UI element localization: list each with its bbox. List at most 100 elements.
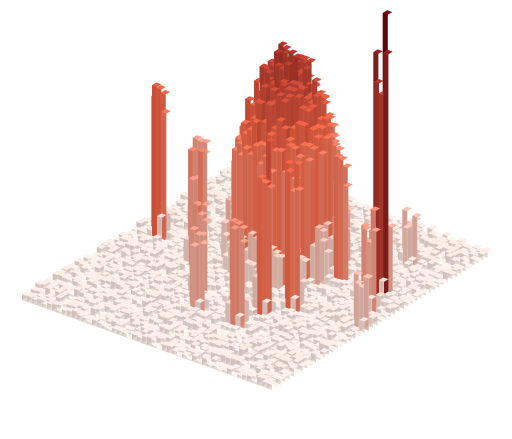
column-face-top: [128, 230, 138, 236]
column-face-top: [161, 109, 171, 114]
column-face-top: [88, 258, 98, 264]
column-face-top: [214, 195, 224, 200]
column-face-top: [387, 215, 397, 220]
column-face-side: [183, 235, 189, 264]
column-face-front: [148, 245, 154, 249]
column-face-top: [158, 243, 169, 249]
column-face-top: [301, 55, 311, 61]
column-face-top: [99, 260, 109, 266]
column-face-top: [136, 219, 146, 224]
column-face-top: [144, 247, 154, 252]
column-face-top: [108, 263, 118, 268]
column-face-top: [83, 254, 93, 259]
column-face-top: [124, 236, 134, 242]
column-face-top: [347, 196, 357, 202]
column-face-top: [131, 256, 142, 262]
column-face-top: [88, 254, 98, 260]
column-face-top: [89, 262, 99, 267]
column-face-top: [121, 248, 131, 253]
column-face-top: [125, 240, 135, 246]
column-face-top: [348, 202, 358, 207]
column-face-top: [192, 135, 203, 140]
column-face-top: [172, 238, 182, 243]
surface-column: [166, 229, 176, 243]
surface-column: [156, 85, 166, 239]
column-face-top: [188, 146, 198, 152]
column-face-top: [132, 226, 142, 232]
column-face-top: [122, 257, 132, 263]
column-face-top: [220, 168, 230, 173]
column-face-top: [202, 138, 212, 144]
column-face-top: [428, 230, 438, 235]
column-face-top: [111, 253, 122, 259]
column-face-top: [390, 233, 400, 239]
column-face-top: [221, 218, 231, 224]
column-face-top: [208, 190, 218, 196]
column-face-top: [213, 191, 223, 196]
column-face-top: [350, 219, 360, 225]
column-face-top: [93, 256, 103, 261]
column-face-top: [130, 248, 140, 253]
column-face-top: [208, 223, 218, 229]
column-face-top: [175, 228, 185, 234]
column-face-top: [213, 226, 223, 232]
column-face-top: [206, 207, 216, 212]
column-face-front: [132, 236, 138, 239]
column-face-top: [174, 215, 184, 221]
column-face-top: [106, 247, 117, 253]
column-face-top: [169, 214, 179, 220]
surface-column: [161, 109, 171, 241]
column-face-top: [141, 255, 151, 261]
column-face-top: [157, 213, 167, 218]
column-face-top: [106, 243, 116, 249]
column-face-top: [174, 221, 184, 226]
column-face-top: [163, 248, 173, 254]
column-face-top: [139, 244, 149, 249]
column-face-top: [152, 234, 162, 239]
column-face-top: [432, 232, 442, 237]
column-face-top: [351, 223, 361, 228]
column-face-top: [221, 181, 231, 187]
column-face-top: [180, 230, 190, 236]
column-face-top: [70, 264, 80, 270]
column-face-top: [154, 246, 164, 252]
column-face-top: [167, 241, 177, 247]
surface-column: [152, 82, 162, 242]
column-face-top: [211, 218, 221, 223]
column-face-top: [177, 211, 188, 217]
column-face-top: [115, 240, 125, 246]
column-face-top: [155, 256, 165, 262]
column-face-top: [138, 236, 149, 241]
column-face-top: [162, 239, 172, 244]
column-face-top: [166, 229, 176, 234]
column-face-top: [172, 205, 182, 210]
column-face-top: [74, 257, 85, 263]
column-face-top: [170, 231, 181, 237]
column-face-top: [165, 209, 176, 215]
column-face-top: [79, 260, 90, 266]
column-face-top: [363, 206, 373, 211]
column-face-top: [153, 240, 163, 245]
column-face-top: [394, 228, 404, 233]
column-face-top: [168, 249, 179, 254]
column-face-top: [221, 185, 232, 190]
column-face-top: [205, 240, 216, 245]
column-face-top: [197, 137, 207, 143]
column-face-top: [107, 253, 117, 258]
column-face-top: [136, 262, 147, 267]
column-face-top: [349, 209, 359, 215]
column-face-top: [180, 191, 190, 197]
column-face-top: [215, 204, 225, 210]
column-face-top: [209, 235, 219, 240]
surface-mesh: [22, 10, 492, 390]
column-face-top: [137, 226, 147, 232]
column-face-top: [96, 244, 107, 250]
column-face-top: [80, 264, 90, 269]
column-face-top: [84, 264, 95, 270]
column-face-top: [220, 171, 230, 177]
column-face-top: [353, 212, 364, 217]
column-face-top: [127, 260, 137, 266]
column-face-top: [210, 242, 221, 248]
